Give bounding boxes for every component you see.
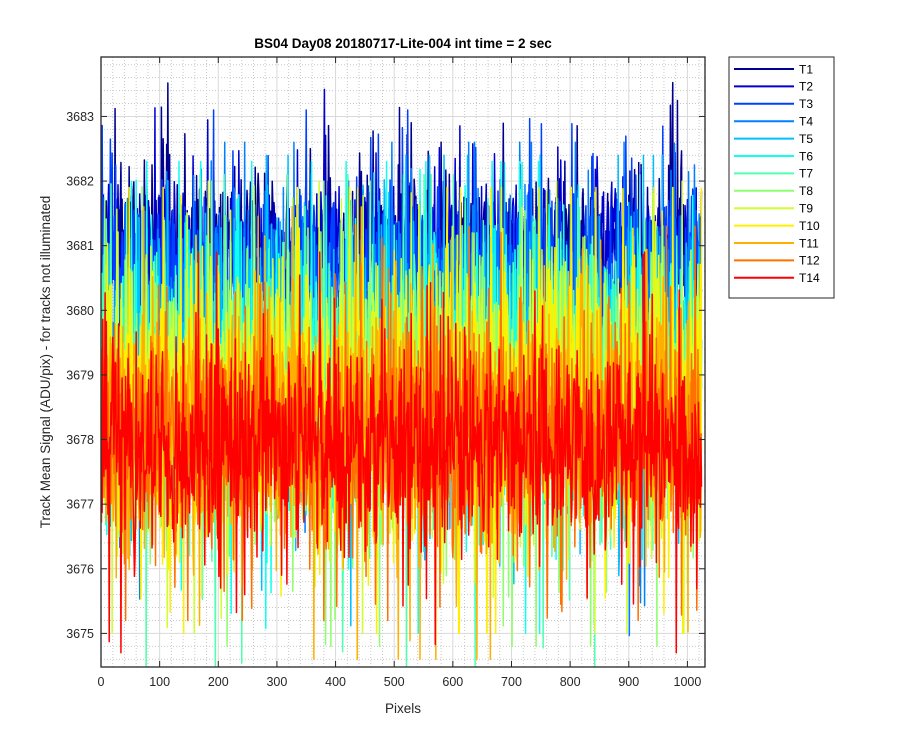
chart-title: BS04 Day08 20180717-Lite-004 int time = … <box>254 36 552 51</box>
x-tick-label-1000: 1000 <box>674 675 702 689</box>
legend-label-t11: T11 <box>799 236 819 250</box>
legend-label-t2: T2 <box>799 80 813 94</box>
x-tick-label-700: 700 <box>501 675 522 689</box>
y-tick-label-3676: 3676 <box>66 562 94 576</box>
y-tick-label-3679: 3679 <box>66 368 94 382</box>
legend-label-t6: T6 <box>799 149 813 163</box>
y-tick-labels: 3675 3676 3677 3678 3679 3680 3681 3682 3683 <box>66 110 94 641</box>
legend-label-t5: T5 <box>799 132 813 146</box>
legend-box <box>728 56 835 299</box>
y-tick-label-3681: 3681 <box>66 239 94 253</box>
y-tick-label-3677: 3677 <box>66 498 94 512</box>
y-tick-label-3682: 3682 <box>66 175 94 189</box>
legend-label-t3: T3 <box>799 97 813 111</box>
series-line-t14 <box>101 251 703 654</box>
x-axis-label: Pixels <box>385 701 421 716</box>
x-tick-label-0: 0 <box>98 675 105 689</box>
y-tick-label-3678: 3678 <box>66 433 94 447</box>
series-layer <box>101 81 703 667</box>
y-tick-label-3683: 3683 <box>66 110 94 124</box>
legend-label-t14: T14 <box>799 271 820 285</box>
legend-label-t7: T7 <box>799 167 813 181</box>
legend-label-t9: T9 <box>799 202 813 216</box>
y-tick-label-3680: 3680 <box>66 304 94 318</box>
legend-label-t12: T12 <box>799 254 820 268</box>
x-tick-label-600: 600 <box>442 675 463 689</box>
y-axis-label: Track Mean Signal (ADU/pix) - for tracks… <box>38 196 53 529</box>
x-tick-labels: 0 100 200 300 400 500 600 700 800 900 1000 <box>98 675 702 689</box>
legend-label-t1: T1 <box>799 62 813 76</box>
x-tick-label-800: 800 <box>560 675 581 689</box>
axes-box <box>100 56 706 668</box>
x-tick-label-300: 300 <box>266 675 287 689</box>
legend-label-t8: T8 <box>799 184 813 198</box>
y-tick-label-3675: 3675 <box>66 627 94 641</box>
legend[interactable]: T1 T2 T3 T4 T5 T6 T7 T8 T9 T10 T11 T12 T14 <box>728 56 835 299</box>
legend-label-t4: T4 <box>799 115 813 129</box>
legend-label-t10: T10 <box>799 219 820 233</box>
x-tick-label-500: 500 <box>384 675 405 689</box>
x-tick-label-200: 200 <box>208 675 229 689</box>
x-tick-label-100: 100 <box>149 675 170 689</box>
x-tick-label-900: 900 <box>618 675 639 689</box>
x-tick-label-400: 400 <box>325 675 346 689</box>
